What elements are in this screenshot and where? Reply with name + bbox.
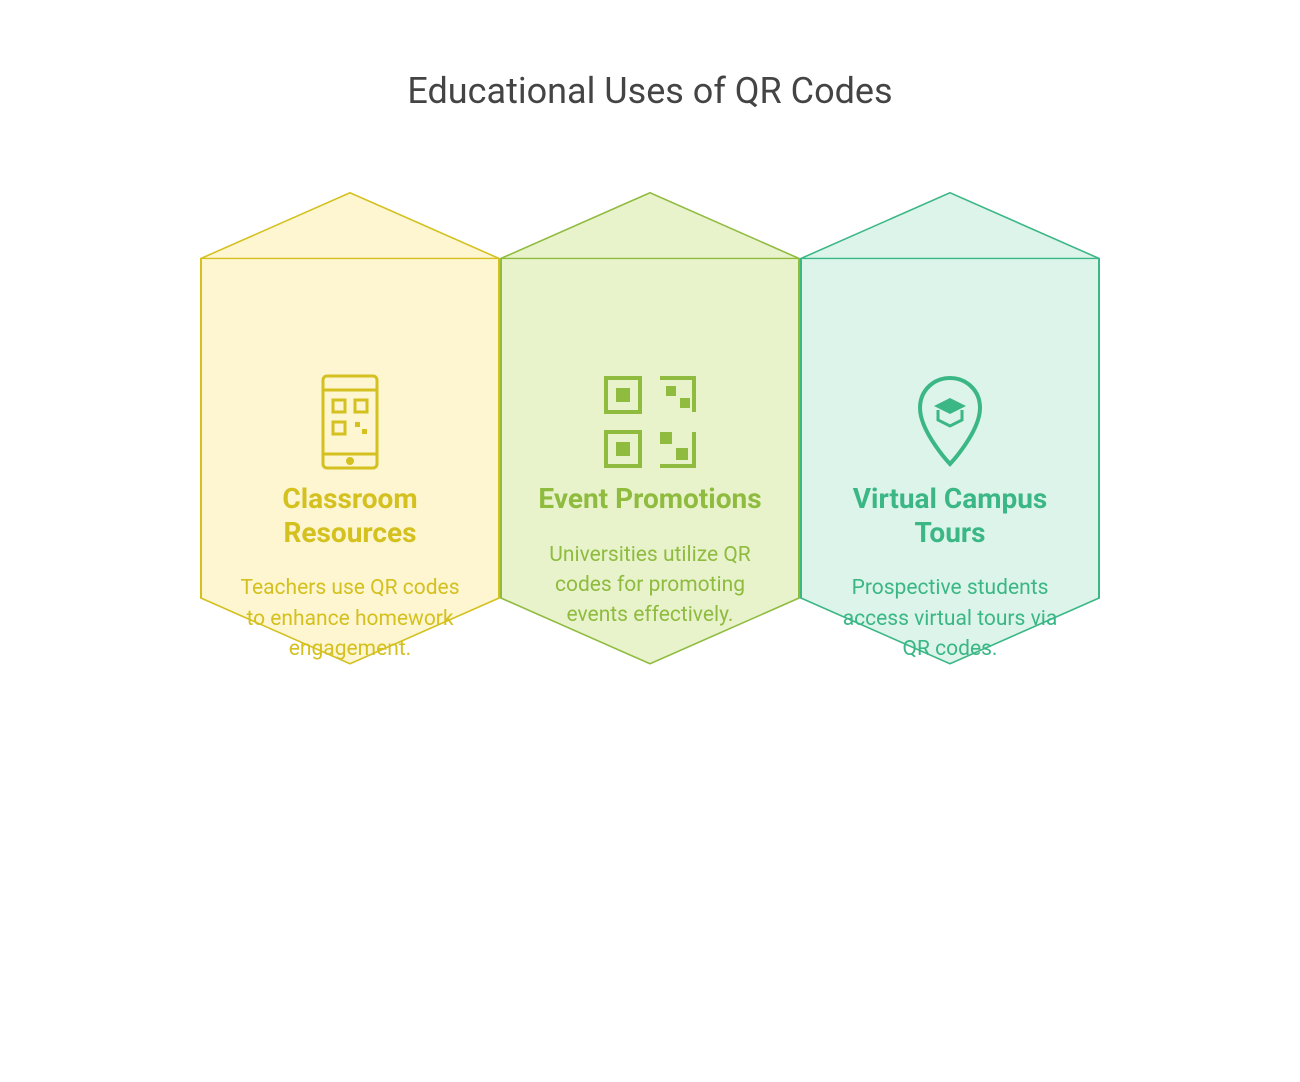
card-title: Event Promotions <box>535 482 765 516</box>
card-description: Prospective students access virtual tour… <box>835 573 1065 664</box>
card-virtual-campus-tours: Virtual Campus Tours Prospective student… <box>800 192 1100 665</box>
page-title: Educational Uses of QR Codes <box>0 70 1300 112</box>
cards-container: Classroom Resources Teachers use QR code… <box>0 192 1300 665</box>
phone-qr-icon <box>235 362 465 482</box>
map-pin-book-icon <box>835 362 1065 482</box>
qr-code-icon <box>535 362 765 482</box>
card-title: Virtual Campus Tours <box>835 482 1065 549</box>
card-classroom-resources: Classroom Resources Teachers use QR code… <box>200 192 500 665</box>
card-event-promotions: Event Promotions Universities utilize QR… <box>500 192 800 665</box>
card-description: Universities utilize QR codes for promot… <box>535 540 765 631</box>
card-description: Teachers use QR codes to enhance homewor… <box>235 573 465 664</box>
card-title: Classroom Resources <box>235 482 465 549</box>
